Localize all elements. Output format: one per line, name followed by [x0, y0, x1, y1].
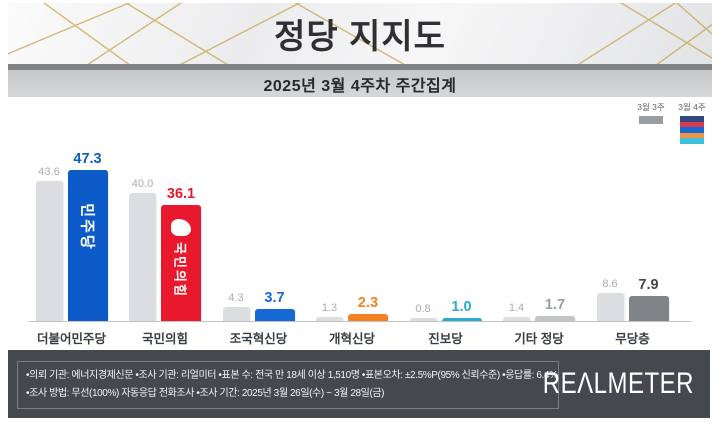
value-label-prev: 0.8 [415, 303, 431, 316]
page-title: 정당 지지도 [274, 18, 446, 56]
bar-curr-week [254, 309, 295, 321]
category-label: 개혁신당 [328, 332, 375, 346]
value-label-prev: 1.3 [321, 301, 338, 314]
value-label-prev: 4.3 [228, 292, 244, 305]
page-subtitle: 2025년 3월 4주차 주간집계 [263, 77, 457, 95]
category-label: 무당층 [615, 332, 650, 346]
value-label-curr: 1.0 [451, 298, 472, 315]
header-banner: 정당 지지도 [8, 3, 712, 64]
value-label-prev: 1.4 [508, 301, 525, 314]
category-label: 진보당 [428, 332, 463, 346]
legend-swatch-band [680, 138, 704, 144]
bar-prev-week [35, 181, 63, 321]
party-symbol-icon [171, 219, 191, 237]
legend-swatch-prev [639, 116, 663, 124]
bar-curr-week [441, 317, 482, 321]
value-label-prev: 43.6 [38, 166, 60, 179]
bar-prev-week [409, 318, 437, 321]
bar-group: 4.3 3.7 [218, 290, 300, 321]
survey-info-line1: •의뢰 기관: 에너지경제신문 •조사 기관: 리얼미터 •표본 수: 전국 만… [26, 369, 558, 381]
value-label-prev: 40.0 [131, 178, 154, 190]
bar-prev-week [222, 307, 250, 321]
legend-swatch-band [680, 127, 704, 133]
value-label-curr: 47.3 [73, 150, 102, 167]
bar-curr-week [535, 315, 575, 321]
bar-curr-week: 민주당 [67, 169, 108, 321]
bar-group: 8.6 7.9 [592, 277, 674, 321]
value-label-prev: 8.6 [602, 278, 618, 291]
legend-swatch-band [680, 116, 704, 122]
bar-prev-week [129, 193, 156, 321]
bar-curr-week [628, 295, 669, 321]
bar-curr-week: 국민의힘 [161, 205, 201, 321]
survey-info-box: •의뢰 기관: 에너지경제신문 •조사 기관: 리얼미터 •표본 수: 전국 만… [17, 361, 559, 409]
legend-label-prev: 3월 3주 [637, 102, 665, 112]
chart-legend: 3월 3주 3월 4주 [635, 101, 708, 144]
footer-bar: •의뢰 기관: 에너지경제신문 •조사 기관: 리얼미터 •표본 수: 전국 만… [8, 350, 710, 418]
value-label-curr: 3.7 [264, 290, 285, 307]
realmeter-logo: REΛLMETER [542, 366, 694, 401]
category-label: 국민의힘 [141, 332, 188, 346]
category-label: 더불어민주당 [36, 332, 106, 346]
bar-group: 0.8 1.0 [405, 299, 487, 321]
bar-prev-week [503, 316, 530, 321]
value-label-curr: 1.7 [544, 296, 566, 313]
bar-group: 40.0 36.1 국민의힘 [124, 178, 206, 321]
bar-prev-week [316, 316, 343, 321]
gold-lines-decoration [8, 3, 712, 64]
legend-item-curr-week: 3월 4주 [676, 101, 708, 144]
header-divider [8, 64, 712, 70]
bar-curr-week [348, 313, 388, 321]
legend-swatch-curr [680, 116, 704, 144]
bar-group: 1.3 2.3 [311, 295, 393, 321]
legend-item-prev-week: 3월 3주 [635, 101, 667, 124]
bar-group: 43.6 47.3 민주당 [31, 151, 113, 321]
subtitle-band: 2025년 3월 4주차 주간집계 [8, 70, 712, 97]
legend-label-curr: 3월 4주 [678, 102, 706, 112]
category-label: 조국혁신당 [229, 332, 288, 346]
bar-chart: 3월 3주 3월 4주 43.6 47.3 민주당 40.0 36.1 국민의힘 4.3 3.… [0, 97, 720, 350]
party-logo-text: 민주당 [78, 203, 95, 251]
survey-info-line2: •조사 방법: 무선(100%) 자동응답 전화조사 •조사 기간: 2025년… [26, 388, 385, 399]
value-label-curr: 7.9 [638, 276, 659, 293]
legend-swatch-band [680, 121, 704, 127]
value-label-curr: 2.3 [357, 294, 379, 311]
party-logo-text: 국민의힘 [172, 242, 188, 299]
bar-prev-week [596, 293, 624, 321]
legend-swatch-band [680, 132, 704, 138]
category-label: 기타 정당 [514, 332, 564, 346]
x-axis-line [28, 321, 692, 322]
bar-group: 1.4 1.7 [498, 297, 580, 321]
value-label-curr: 36.1 [166, 186, 196, 203]
